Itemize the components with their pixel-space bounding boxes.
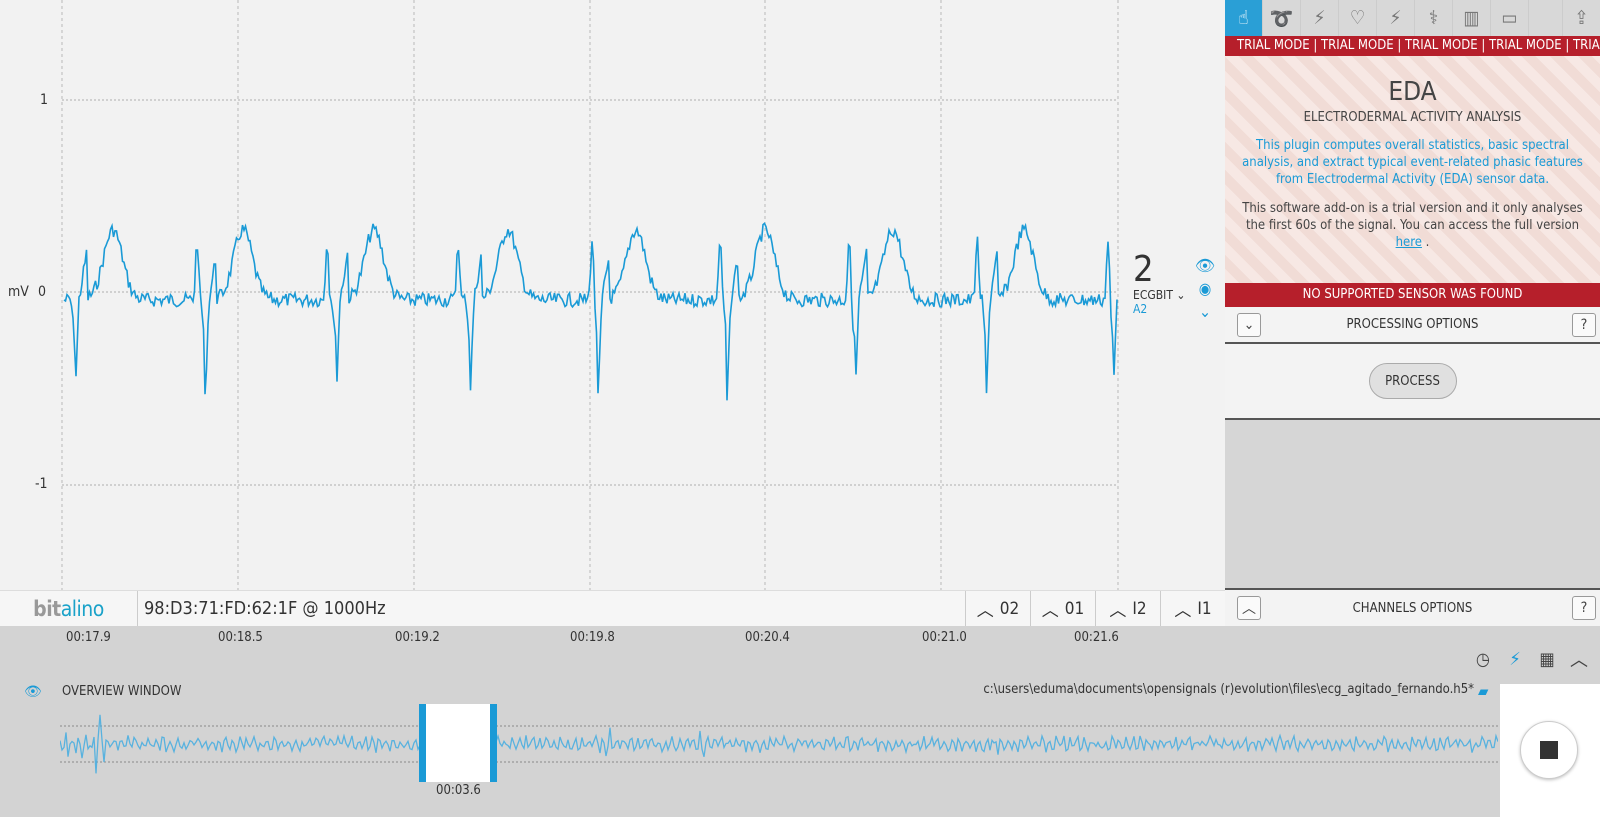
trial-banner: TRIAL MODE | TRIAL MODE | TRIAL MODE | T…	[1225, 36, 1600, 56]
clock-icon[interactable]: ◷	[1475, 648, 1491, 670]
eye-icon[interactable]: 👁	[24, 684, 42, 700]
trial-note: This software add-on is a trial version …	[1233, 200, 1592, 251]
radio-icon[interactable]: ◉	[1198, 279, 1212, 298]
plugin-description: This plugin computes overall statistics,…	[1242, 138, 1583, 187]
plug-icon[interactable]: ⚡	[1509, 648, 1521, 670]
signal-plot[interactable]: 1 mV 0 -1 2 ECGBIT ⌄ A2 👁 ◉ ⌄	[0, 0, 1225, 590]
logo-alino: alino	[60, 596, 105, 621]
y-tick-0: 0	[38, 284, 47, 300]
y-unit: mV	[8, 284, 29, 300]
time-tick: 00:20.4	[745, 630, 790, 645]
mode-button-02[interactable]: ︿ 02	[965, 590, 1030, 627]
chevron-down-icon[interactable]: ⌄	[1237, 312, 1261, 337]
muscle-icon[interactable]: ➰	[1263, 0, 1301, 36]
chevron-down-icon[interactable]: ⌄	[1176, 288, 1186, 302]
plugin-tabs: ☝ ➰ ⚡ ♡ ⚡ ⚕ ▥ ▭ ⇪	[1225, 0, 1600, 36]
chevron-down-icon[interactable]: ⌄	[1198, 302, 1212, 321]
time-tick: 00:19.8	[570, 630, 615, 645]
time-axis: 00:17.9 00:18.5 00:19.2 00:19.8 00:20.4 …	[0, 626, 1225, 648]
chevron-up-icon[interactable]: ︿	[1237, 596, 1261, 620]
channel-port: A2	[1133, 302, 1148, 316]
bitalino-logo: bit alino	[0, 590, 138, 627]
channel-number: 2	[1133, 249, 1154, 290]
time-tick: 00:17.9	[66, 630, 111, 645]
export-icon[interactable]: ⇪	[1562, 0, 1600, 36]
mode-label: 02	[999, 598, 1020, 619]
plugin-info-card: EDA ELECTRODERMAL ACTIVITY ANALYSIS This…	[1225, 56, 1600, 283]
mode-button-i2[interactable]: ︿ I2	[1095, 590, 1160, 627]
channels-options-title: CHANNELS OPTIONS	[1352, 600, 1473, 616]
help-button[interactable]: ?	[1572, 596, 1596, 620]
channel-label[interactable]: 2 ECGBIT ⌄ A2	[1133, 249, 1185, 317]
channel-name-text: ECGBIT	[1133, 288, 1173, 302]
lungs-icon[interactable]: ⚕	[1415, 0, 1453, 36]
no-sensor-alert: NO SUPPORTED SENSOR WAS FOUND	[1225, 283, 1600, 307]
view-tools: ◷ ⚡ ▦ ︿	[1470, 646, 1592, 672]
ecg-trace	[63, 222, 1118, 401]
y-tick-minus1: -1	[35, 476, 48, 492]
folder-icon[interactable]: ▰	[1478, 682, 1489, 700]
overview-selection[interactable]	[419, 704, 497, 782]
file-path: c:\users\eduma\documents\opensignals (r)…	[983, 682, 1474, 697]
mode-label: 01	[1064, 598, 1085, 619]
help-button[interactable]: ?	[1572, 312, 1596, 337]
time-tick: 00:21.0	[922, 630, 967, 645]
selection-time: 00:03.6	[436, 783, 481, 798]
plug-off-icon[interactable]: ⚡	[1301, 0, 1339, 36]
trial-note-end: .	[1425, 235, 1430, 250]
device-info: 98:D3:71:FD:62:1F @ 1000Hz	[144, 598, 386, 619]
plugin-panel: ☝ ➰ ⚡ ♡ ⚡ ⚕ ▥ ▭ ⇪ TRIAL MODE | TRIAL MOD…	[1225, 0, 1600, 626]
processing-area: PROCESS	[1225, 344, 1600, 420]
fingerprint-icon[interactable]: ☝	[1225, 0, 1263, 36]
stop-icon	[1540, 741, 1558, 759]
overview-signal[interactable]	[60, 700, 1498, 780]
time-tick: 00:18.5	[218, 630, 263, 645]
chevron-up-icon: ︿	[1174, 601, 1192, 621]
plugin-subtitle: ELECTRODERMAL ACTIVITY ANALYSIS	[1303, 110, 1522, 125]
stop-button[interactable]	[1520, 721, 1578, 779]
chevron-up-icon[interactable]: ︿	[1570, 650, 1588, 671]
logo-bit: bit	[33, 596, 61, 621]
plugin-title: EDA	[1388, 77, 1437, 107]
record-panel	[1500, 684, 1600, 817]
mode-label: I1	[1197, 598, 1212, 619]
time-tick: 00:21.6	[1074, 630, 1119, 645]
plug-off-icon[interactable]: ⚡	[1377, 0, 1415, 36]
mode-button-01[interactable]: ︿ 01	[1030, 590, 1095, 627]
chevron-up-icon: ︿	[1041, 601, 1059, 621]
overview-label: OVERVIEW WINDOW	[62, 684, 182, 699]
processing-options-header[interactable]: ⌄ PROCESSING OPTIONS ?	[1225, 307, 1600, 344]
processing-options-title: PROCESSING OPTIONS	[1346, 317, 1479, 332]
mode-label: I2	[1132, 598, 1147, 619]
trial-note-text: This software add-on is a trial version …	[1242, 201, 1583, 233]
y-tick-1: 1	[40, 92, 49, 108]
mode-button-i1[interactable]: ︿ I1	[1160, 590, 1225, 627]
process-button[interactable]: PROCESS	[1368, 363, 1457, 399]
ecg-chart	[61, 0, 1119, 590]
eye-icon[interactable]: 👁	[1194, 256, 1216, 275]
chevron-up-icon: ︿	[1109, 601, 1127, 621]
channel-controls: 👁 ◉ ⌄	[1194, 256, 1216, 321]
status-bar: bit alino 98:D3:71:FD:62:1F @ 1000Hz ︿ 02 …	[0, 590, 1225, 627]
heart-icon[interactable]: ♡	[1339, 0, 1377, 36]
video-icon[interactable]: ▭	[1491, 0, 1529, 36]
time-tick: 00:19.2	[395, 630, 440, 645]
full-version-link[interactable]: here	[1395, 235, 1422, 250]
chevron-up-icon: ︿	[976, 601, 994, 621]
overview-trace	[60, 714, 1498, 774]
channels-options-header[interactable]: ︿ CHANNELS OPTIONS ?	[1225, 588, 1600, 626]
grid-icon[interactable]: ▦	[1539, 648, 1555, 670]
bar-chart-icon[interactable]: ▥	[1453, 0, 1491, 36]
channel-name[interactable]: ECGBIT ⌄	[1133, 288, 1185, 302]
